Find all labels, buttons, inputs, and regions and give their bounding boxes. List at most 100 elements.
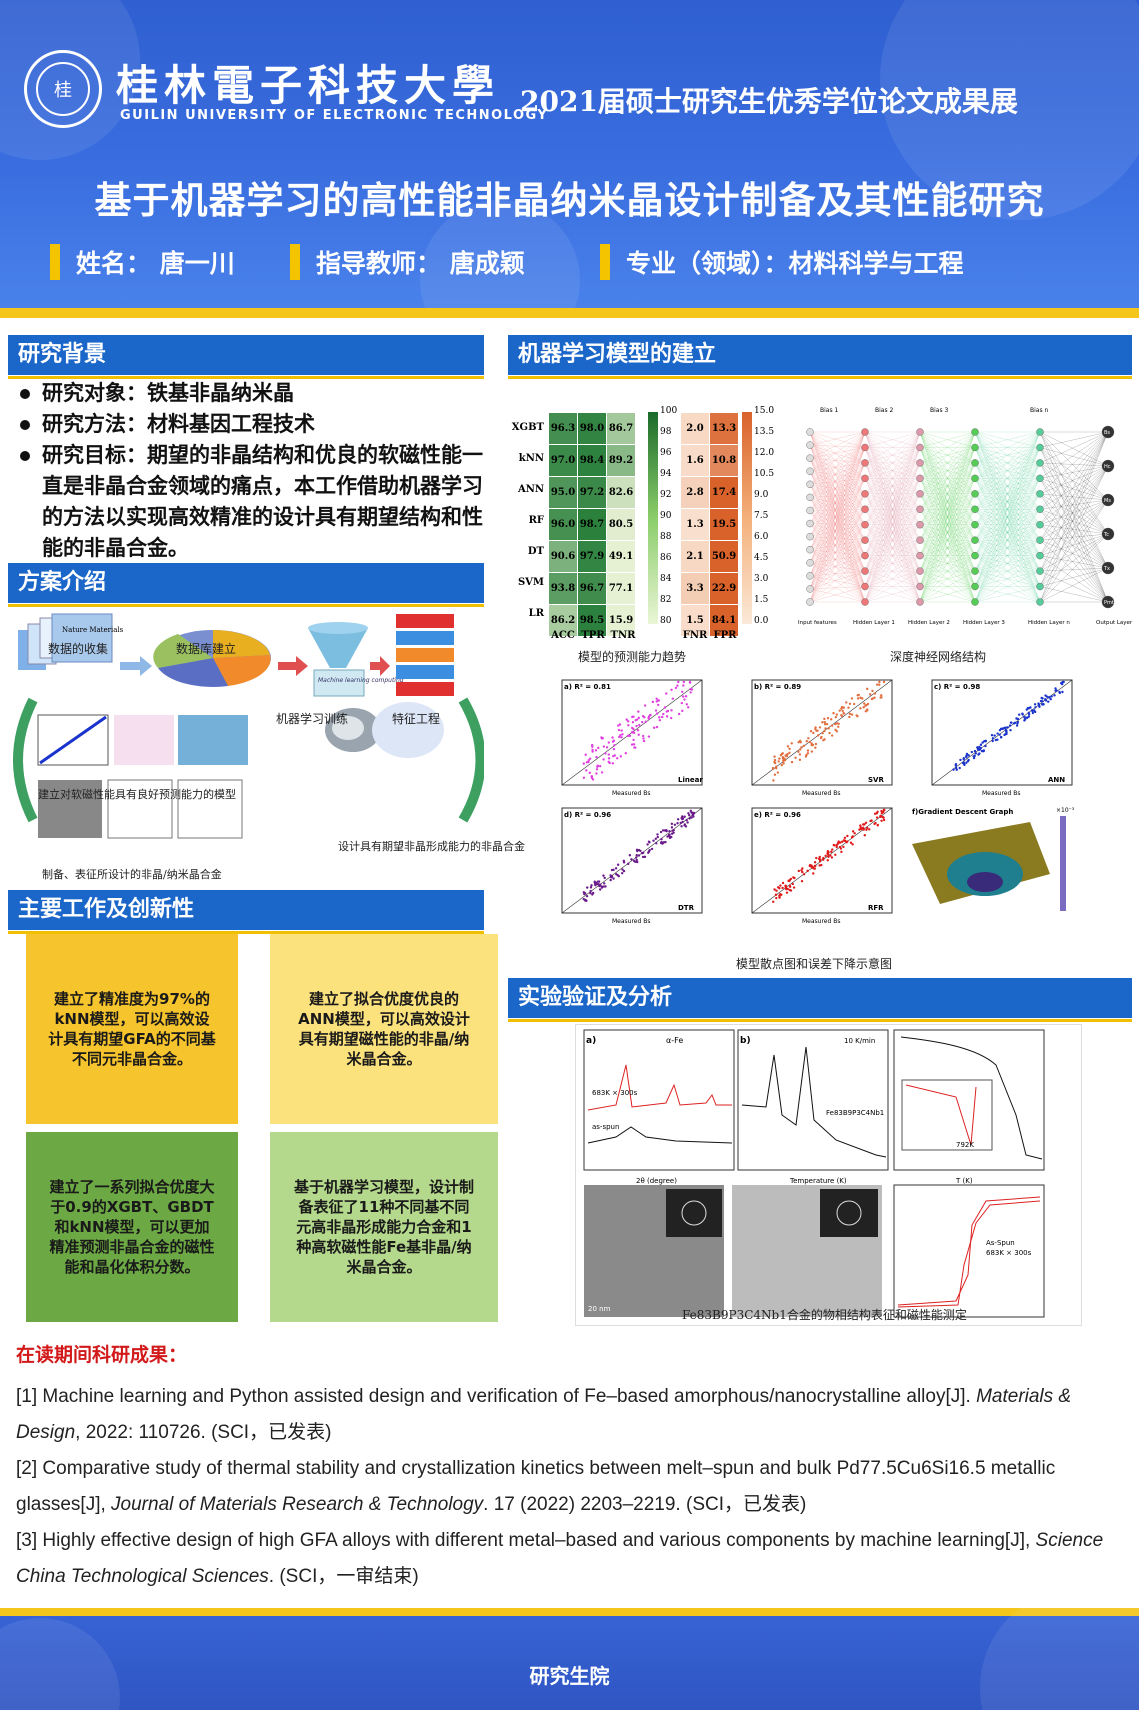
- scatter-point: [655, 842, 658, 845]
- panel-tag: b): [740, 1036, 751, 1046]
- scatter-point: [600, 771, 604, 774]
- nn-edge: [809, 493, 866, 576]
- reference-item: [3] Highly effective design of high GFA …: [16, 1523, 1124, 1595]
- nn-edge: [809, 431, 866, 446]
- heatmap-cell: 97.0: [548, 444, 578, 477]
- scatter-point: [840, 707, 843, 710]
- nn-edge: [864, 493, 921, 603]
- scatter-point: [630, 731, 634, 734]
- bullet-dot: [20, 451, 30, 461]
- scatter-point: [973, 749, 977, 753]
- nn-node: [806, 585, 814, 593]
- scatter-point: [865, 703, 868, 707]
- scatter-panels: a) R² = 0.81 Linear Measured Bs b) R² = 0.8…: [540, 676, 1139, 976]
- nn-layer-label: Hidden Layer 1: [853, 620, 895, 626]
- heatmap-col-label: TPR: [581, 630, 605, 641]
- scatter-point: [612, 877, 615, 880]
- scatter-point: [792, 886, 796, 889]
- nn-edge: [974, 431, 1041, 603]
- nn-node: [971, 505, 979, 513]
- nn-edge: [1039, 493, 1109, 569]
- heatmap-col-labels: ACC TPR TNR: [548, 630, 638, 641]
- scatter-point: [866, 826, 869, 830]
- scatter-point: [670, 822, 674, 826]
- nn-edge: [1039, 493, 1109, 501]
- heatmap-caption: 模型的预测能力趋势: [578, 650, 687, 664]
- scatter-point: [863, 702, 866, 705]
- scatter-point: [834, 722, 837, 726]
- work-card-3: 建立了一系列拟合优度大于0.9的XGBT、GBDT和kNN模型，可以更加精准预测…: [26, 1132, 238, 1322]
- scatter-point: [882, 818, 886, 822]
- scatter-point: [815, 856, 818, 860]
- scatter-point: [825, 722, 829, 726]
- nn-node: [806, 598, 814, 606]
- nn-node: [916, 459, 924, 467]
- heatmap-cell: 3.3: [680, 572, 710, 605]
- scatter-point: [685, 818, 688, 822]
- scatter-point: [665, 715, 669, 718]
- nn-edge: [1039, 447, 1109, 535]
- scatter-point: [963, 763, 966, 767]
- scale-tick: 98: [660, 427, 672, 437]
- nature-doc: [51, 613, 113, 663]
- logo-emblem: 桂: [36, 62, 90, 116]
- scatter-point: [878, 683, 881, 686]
- nn-edge: [1039, 462, 1109, 569]
- scatter-point: [827, 855, 830, 858]
- scatter-point: [591, 745, 594, 748]
- scatter-point: [668, 829, 671, 833]
- scatter-point: [637, 848, 641, 852]
- nn-edge: [809, 586, 866, 590]
- nn-edge: [1039, 465, 1109, 510]
- scatter-point: [840, 850, 843, 854]
- scatter-point: [611, 762, 615, 765]
- scatter-point: [999, 727, 1003, 731]
- nn-edge: [864, 431, 921, 525]
- nn-edge: [809, 536, 866, 572]
- scatter-point: [979, 743, 983, 746]
- scatter-r2: a) R² = 0.81: [564, 683, 611, 691]
- scatter-point: [600, 736, 603, 739]
- scatter-point: [814, 742, 818, 746]
- heatmap-row-label: kNN: [518, 453, 544, 464]
- section-background-header: 研究背景: [8, 335, 484, 379]
- scatter-point: [689, 691, 692, 694]
- nn-edge: [809, 524, 866, 550]
- nn-node: [861, 536, 869, 544]
- scatter-point: [625, 718, 628, 721]
- scatter-point: [648, 841, 651, 844]
- scatter-point: [602, 745, 606, 748]
- heatmap-cell: 13.3: [709, 412, 739, 445]
- nn-edge: [919, 431, 976, 494]
- scatter-point: [859, 707, 862, 710]
- nn-edge: [1039, 465, 1109, 587]
- nn-edge: [809, 471, 866, 603]
- heatmap-col-label: ACC: [551, 630, 575, 641]
- orange-scale: 15.0 13.5 12.0 10.5 9.0 7.5 6.0 4.5 3.0 1.5 0.0: [754, 406, 774, 626]
- scatter-point: [821, 732, 824, 735]
- scatter-point: [814, 864, 817, 868]
- scatter-point: [686, 706, 690, 709]
- nn-edge: [809, 431, 866, 472]
- nn-edge: [1039, 431, 1109, 525]
- heatmap-cell: 19.5: [709, 508, 739, 541]
- scatter-point: [880, 819, 883, 822]
- scatter-point: [667, 833, 671, 837]
- scatter-point: [616, 863, 620, 866]
- nn-node: [861, 443, 869, 452]
- scatter-point: [617, 875, 621, 878]
- nn-edge: [974, 462, 1041, 603]
- nn-edge: [1039, 567, 1109, 572]
- scatter-point: [824, 727, 827, 730]
- scatter-point: [853, 832, 856, 835]
- scatter-point: [875, 816, 879, 819]
- reference-item: [1] Machine learning and Python assisted…: [16, 1379, 1124, 1451]
- scatter-point: [1015, 724, 1019, 727]
- heatmap-cell: 50.9: [709, 540, 739, 573]
- nn-edge: [919, 431, 976, 556]
- heatmap-cell: 96.0: [548, 508, 578, 541]
- scatter-point: [840, 714, 844, 718]
- work-card-2: 建立了拟合优度优良的ANN模型，可以高效设计具有期望磁性能的非晶/纳米晶合金。: [270, 934, 498, 1124]
- scatter-point: [1027, 713, 1031, 716]
- atom-cluster: [372, 702, 444, 758]
